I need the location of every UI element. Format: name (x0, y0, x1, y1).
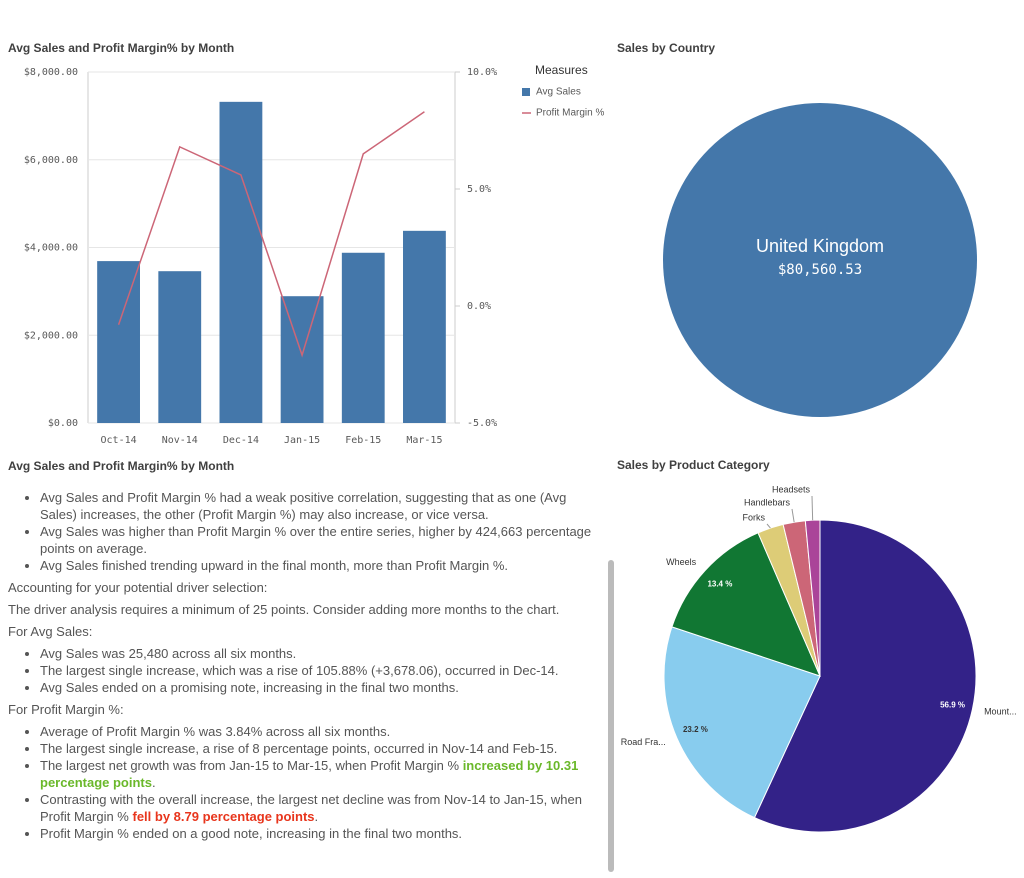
highlight: increased by 10.31 percentage points (40, 758, 579, 790)
highlight: fell by 8.79 percentage points (132, 809, 315, 824)
paragraph: For Avg Sales: (8, 624, 93, 639)
narrative: Avg Sales and Profit Margin% by Month Av… (6, 458, 596, 847)
bullet: Avg Sales and Profit Margin % had a weak… (40, 489, 596, 523)
bar (280, 296, 324, 423)
value-label: 13.4 % (707, 579, 732, 588)
bar (97, 261, 140, 423)
leader-line (791, 508, 795, 523)
bullet: Profit Margin % ended on a good note, in… (40, 825, 596, 842)
bullet: The largest net growth was from Jan-15 t… (40, 757, 596, 791)
x-tick-label: Dec-14 (223, 435, 259, 446)
slice-label: Headsets (772, 484, 811, 494)
y2-tick-label: 5.0% (467, 184, 491, 195)
leader-line (811, 495, 814, 521)
bar (219, 101, 263, 424)
y-tick-label: $4,000.00 (24, 243, 78, 254)
bullet-list: Avg Sales and Profit Margin % had a weak… (6, 489, 596, 574)
y2-tick-label: 0.0% (467, 301, 491, 312)
y2-tick-label: -5.0% (467, 418, 497, 429)
slice-label: Forks (743, 512, 766, 522)
bullet: Contrasting with the overall increase, t… (40, 791, 596, 825)
legend-title: Measures (535, 63, 588, 77)
text-run: . (151, 775, 156, 790)
legend-label: Avg Sales (536, 87, 581, 98)
y-tick-label: $8,000.00 (24, 67, 78, 78)
pie-slice (671, 532, 821, 677)
text-run: The largest net growth was from Jan-15 t… (40, 758, 463, 773)
bar (341, 252, 385, 423)
bullet: Avg Sales ended on a promising note, inc… (40, 679, 596, 696)
bullet: Avg Sales was higher than Profit Margin … (40, 523, 596, 557)
bullet-list: Avg Sales was 25,480 across all six mont… (6, 645, 596, 696)
bar (158, 271, 202, 423)
scrollbar[interactable] (608, 560, 614, 872)
pie-slice (663, 103, 977, 417)
x-tick-label: Nov-14 (162, 435, 198, 446)
text-run: . (314, 809, 319, 824)
x-tick-label: Oct-14 (101, 435, 137, 446)
slice-label: United Kingdom (756, 236, 884, 256)
paragraph: Accounting for your potential driver sel… (8, 580, 268, 595)
bar (403, 230, 446, 423)
paragraph: The driver analysis requires a minimum o… (8, 602, 560, 617)
legend-label: Profit Margin % (536, 108, 604, 119)
bullet: The largest single increase, a rise of 8… (40, 740, 596, 757)
y-tick-label: $2,000.00 (24, 330, 78, 341)
x-tick-label: Mar-15 (406, 435, 442, 446)
paragraph: For Profit Margin %: (8, 702, 124, 717)
bullet: The largest single increase, which was a… (40, 662, 596, 679)
bullet: Average of Profit Margin % was 3.84% acr… (40, 723, 596, 740)
line (117, 111, 425, 358)
x-tick-label: Jan-15 (284, 435, 320, 446)
value-label: $80,560.53 (778, 262, 862, 278)
pie-slice (753, 519, 977, 833)
chart-title: Sales by Product Category (617, 458, 770, 472)
chart-title: Avg Sales and Profit Margin% by Month (8, 41, 234, 55)
narrative-title: Avg Sales and Profit Margin% by Month (8, 459, 235, 473)
bullet: Avg Sales finished trending upward in th… (40, 557, 596, 574)
value-label: 23.2 % (683, 725, 708, 734)
bullet: Avg Sales was 25,480 across all six mont… (40, 645, 596, 662)
y-tick-label: $6,000.00 (24, 155, 78, 166)
y2-tick-label: 10.0% (467, 67, 497, 78)
slice-label: Handlebars (744, 497, 791, 507)
slice-label: Mount... (984, 707, 1017, 717)
leader-line (766, 523, 771, 529)
x-tick-label: Feb-15 (345, 435, 381, 446)
text-run: Contrasting with the overall increase, t… (40, 792, 582, 824)
legend-swatch (522, 88, 530, 96)
pie-slice (663, 626, 821, 819)
slice-label: Road Fra... (621, 737, 666, 747)
chart-title: Sales by Country (617, 41, 715, 55)
y-tick-label: $0.00 (48, 418, 78, 429)
slice-label: Wheels (666, 557, 697, 567)
bullet-list: Average of Profit Margin % was 3.84% acr… (6, 723, 596, 842)
value-label: 56.9 % (940, 700, 965, 709)
